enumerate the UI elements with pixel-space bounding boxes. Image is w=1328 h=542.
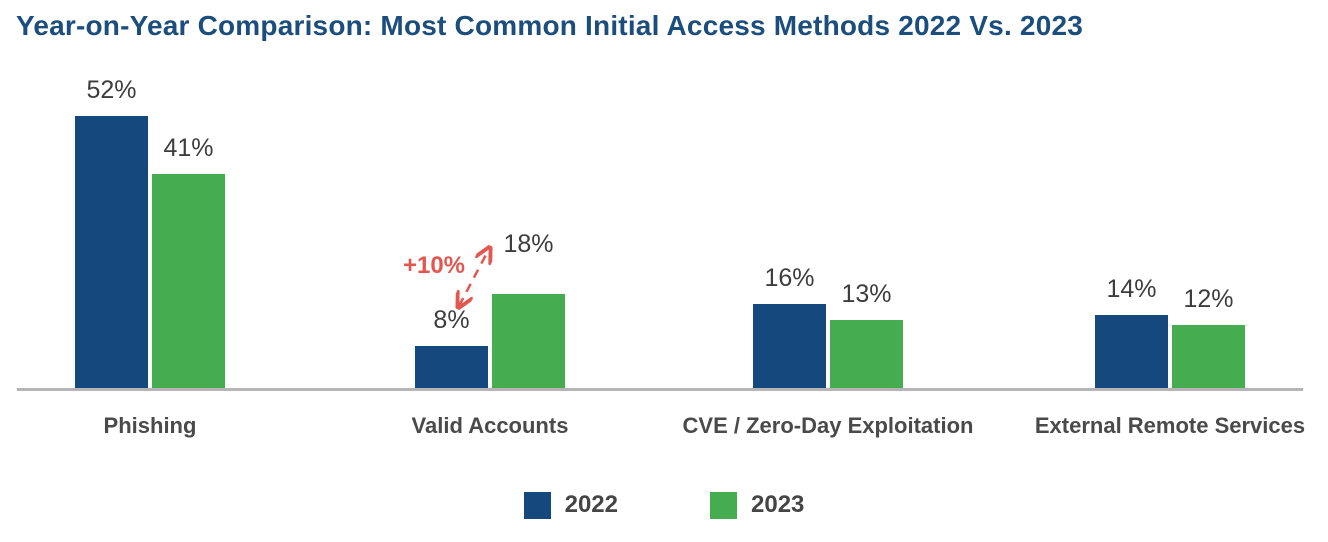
value-label-2023-cve-zero-day-exploitation: 13% [841, 280, 892, 308]
value-label-2023-valid-accounts: 18% [503, 230, 554, 258]
value-label-2022-valid-accounts: 8% [433, 306, 470, 334]
bar-2022-phishing [75, 116, 148, 388]
legend-item-2022: 2022 [523, 491, 618, 519]
category-label-phishing: Phishing [103, 413, 197, 438]
category-label-cve-zero-day-exploitation: CVE / Zero-Day Exploitation [682, 413, 974, 438]
bar-2022-external-remote-services [1095, 315, 1168, 388]
value-label-2023-external-remote-services: 12% [1183, 285, 1234, 313]
bar-2023-valid-accounts [492, 294, 565, 388]
legend-label-2022: 2022 [564, 491, 618, 518]
x-axis-line [17, 388, 1303, 391]
increase-annotation: +10% [402, 252, 466, 279]
category-label-external-remote-services: External Remote Services [1034, 413, 1306, 438]
value-label-2023-phishing: 41% [163, 134, 214, 162]
legend-item-2023: 2023 [710, 491, 804, 519]
legend-swatch-2022 [523, 491, 551, 519]
legend-label-2023: 2023 [751, 491, 805, 518]
value-label-2022-cve-zero-day-exploitation: 16% [764, 264, 815, 292]
category-label-valid-accounts: Valid Accounts [411, 413, 569, 438]
chart-legend: 2022 2023 [0, 491, 1328, 519]
bar-2023-external-remote-services [1172, 325, 1245, 388]
bar-2022-valid-accounts [415, 346, 488, 388]
legend-swatch-2023 [710, 491, 737, 519]
value-label-2022-phishing: 52% [86, 76, 137, 104]
chart-title: Year-on-Year Comparison: Most Common Ini… [16, 10, 1084, 41]
value-label-2022-external-remote-services: 14% [1106, 275, 1157, 303]
bar-2023-cve-zero-day-exploitation [830, 320, 903, 388]
bar-2022-cve-zero-day-exploitation [753, 304, 826, 388]
bar-2023-phishing [152, 174, 225, 388]
